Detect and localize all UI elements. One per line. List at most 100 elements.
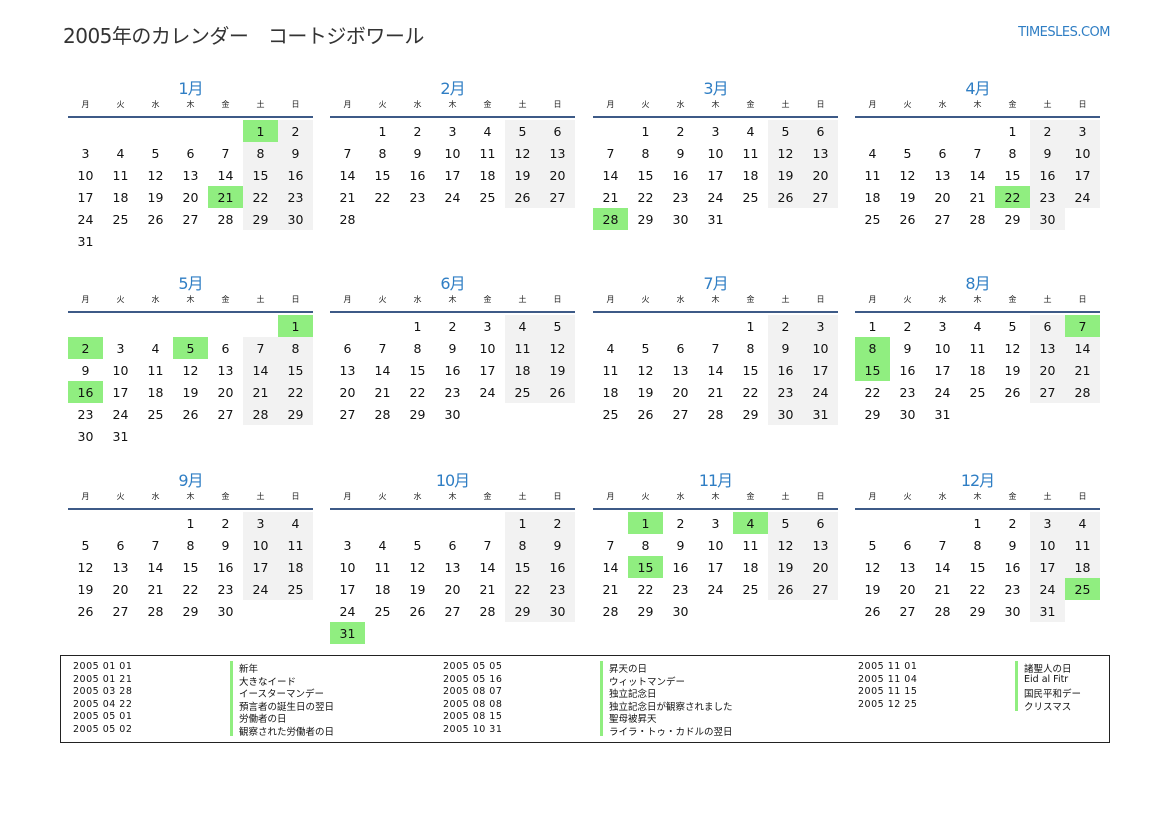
day: 27: [803, 578, 838, 600]
day: 8: [641, 145, 650, 161]
day: 28: [602, 603, 619, 619]
day: 13: [217, 362, 234, 378]
month-12: 12月月火水木金土日 1 2 3 4 5 6 7 8 9 10 11 12 13 14 15 16 17 18 19 2…: [855, 467, 1100, 622]
day: 24: [112, 406, 129, 422]
day: 18: [864, 189, 881, 205]
holiday-entry: 2005 10 31 ライラ・トゥ・カドルの翌日: [443, 723, 733, 738]
weekday-label: 月: [343, 295, 352, 304]
day: 2: [278, 120, 313, 142]
day: 17: [444, 167, 461, 183]
day: 22: [243, 186, 278, 208]
day: 27: [444, 603, 461, 619]
weekday-label: 月: [81, 492, 90, 501]
day: 22: [374, 189, 391, 205]
day: 30: [444, 406, 461, 422]
day: 1: [413, 318, 422, 334]
day: 30: [1004, 603, 1021, 619]
holiday-entry: 2005 12 25 クリスマス: [858, 698, 1081, 713]
day: 5: [505, 120, 540, 142]
day: 22: [278, 381, 313, 403]
weekday-label: 土: [1043, 492, 1052, 501]
holiday-name: 預言者の誕生日の翌日: [230, 698, 334, 713]
day: 16: [540, 556, 575, 578]
day: 25: [479, 189, 496, 205]
day: 13: [339, 362, 356, 378]
day: 3: [343, 537, 352, 553]
legend-column: 2005 11 01 諸聖人の日 2005 11 04 Eid al Fitr 2005…: [858, 661, 1081, 713]
weekday-label: 水: [151, 295, 160, 304]
day-grid: 1 2 3 4 5 6 7 8 9 10 11 12 13 14 15 16 17 18 19 20 21 22 23 24 2…: [68, 315, 313, 447]
day: 10: [934, 340, 951, 356]
weekday-label: 木: [973, 100, 982, 109]
day: 12: [1004, 340, 1021, 356]
month-name: 5月: [178, 274, 203, 293]
day: 7: [973, 145, 982, 161]
month-name: 9月: [178, 471, 203, 490]
day: 13: [540, 142, 575, 164]
day: 29: [637, 211, 654, 227]
weekday-label: 水: [938, 295, 947, 304]
day: 28: [934, 603, 951, 619]
day: 23: [278, 186, 313, 208]
weekday-label: 金: [746, 100, 755, 109]
day: 10: [1065, 142, 1100, 164]
day: 7: [606, 537, 615, 553]
day-grid: 1 2 3 4 5 6 7 8 9 10 11 12 13 14 15 16 17 18 19 20 21 22 23 24 2…: [593, 512, 838, 622]
day: 11: [278, 534, 313, 556]
holiday-name: クリスマス: [1015, 698, 1071, 713]
day: 12: [409, 559, 426, 575]
day: 12: [182, 362, 199, 378]
weekday-label: 水: [938, 100, 947, 109]
day: 3: [711, 515, 720, 531]
day: 8: [973, 537, 982, 553]
weekday-label: 月: [343, 100, 352, 109]
weekday-header: 月火水木金土日: [593, 294, 838, 313]
day: 9: [221, 537, 230, 553]
day: 14: [147, 559, 164, 575]
day-grid: 1 2 3 4 5 6 7 8 9 10 11 12 13 14 15 16 17 18 19 20 21 22 23 24 2…: [593, 315, 838, 425]
day: 29: [182, 603, 199, 619]
site-link[interactable]: TIMESLES.COM: [1018, 25, 1110, 40]
day: 1: [186, 515, 195, 531]
day: 12: [864, 559, 881, 575]
month-1: 1月月火水木金土日 1 2 3 4 5 6 7 8 9 10 11 12 13 14 15 16 17 18 19 20…: [68, 75, 313, 252]
day: 22: [409, 384, 426, 400]
day: 11: [1065, 534, 1100, 556]
day: 18: [278, 556, 313, 578]
weekday-header: 月火水木金土日: [330, 294, 575, 313]
day: 29: [864, 406, 881, 422]
day: 12: [77, 559, 94, 575]
day: 18: [742, 559, 759, 575]
weekday-label: 日: [816, 295, 825, 304]
day: 6: [903, 537, 912, 553]
day: 6: [803, 512, 838, 534]
day: 25: [864, 211, 881, 227]
weekday-label: 水: [938, 492, 947, 501]
weekday-label: 土: [256, 295, 265, 304]
day: 26: [77, 603, 94, 619]
day: 24: [77, 211, 94, 227]
weekday-header: 月火水木金土日: [68, 294, 313, 313]
day: 17: [339, 581, 356, 597]
day: 26: [505, 186, 540, 208]
day: 10: [112, 362, 129, 378]
day: 13: [112, 559, 129, 575]
day: 9: [676, 537, 685, 553]
holiday-name: 大きなイード: [230, 673, 296, 688]
day: 11: [374, 559, 391, 575]
day: 20: [112, 581, 129, 597]
day: 16: [278, 164, 313, 186]
day: 14: [479, 559, 496, 575]
day: 29: [409, 406, 426, 422]
day: 4: [116, 145, 125, 161]
day: 16: [672, 559, 689, 575]
day: 20: [1030, 359, 1065, 381]
day: 6: [676, 340, 685, 356]
day: 9: [903, 340, 912, 356]
day: 11: [479, 145, 496, 161]
weekday-label: 水: [676, 295, 685, 304]
weekday-label: 金: [483, 100, 492, 109]
day: 20: [899, 581, 916, 597]
day: 18: [479, 167, 496, 183]
month-name: 2月: [440, 79, 465, 98]
